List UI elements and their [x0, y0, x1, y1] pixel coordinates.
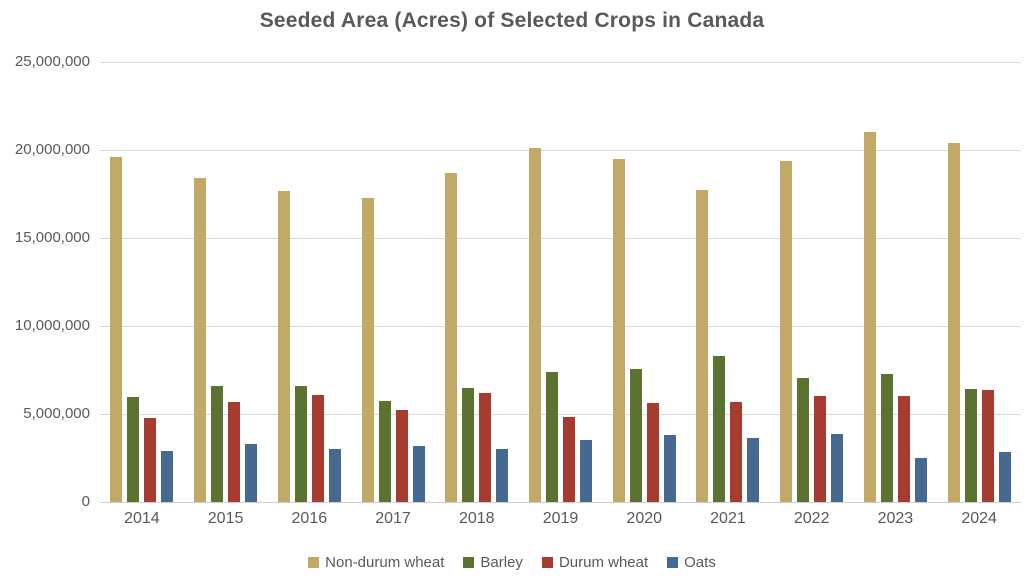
y-tick-label: 10,000,000 — [14, 317, 90, 334]
bar-durum-wheat-2021 — [730, 401, 743, 502]
bar-non-durum-wheat-2024 — [947, 142, 960, 502]
bar-barley-2018 — [462, 388, 475, 502]
bar-non-durum-wheat-2017 — [361, 197, 374, 502]
bar-oats-2019 — [580, 439, 592, 502]
plot-area — [100, 61, 1021, 503]
y-gridline — [100, 237, 1021, 239]
bar-barley-2015 — [211, 385, 224, 502]
legend-item-non-durum-wheat: Non-durum wheat — [308, 554, 444, 571]
bar-durum-wheat-2018 — [479, 392, 492, 502]
bar-oats-2017 — [412, 445, 425, 502]
bar-oats-2023 — [914, 458, 927, 502]
y-axis: 0 5,000,000 10,000,000 15,000,000 20,000,000… — [0, 0, 90, 586]
legend-swatch-icon — [667, 557, 679, 568]
bar-durum-wheat-2016 — [311, 394, 324, 502]
bar-oats-2024 — [998, 451, 1011, 502]
bar-non-durum-wheat-2014 — [110, 157, 123, 502]
bar-barley-2024 — [964, 389, 977, 502]
x-tick-label-2022: 2022 — [793, 510, 830, 527]
x-tick-label-2016: 2016 — [291, 510, 328, 527]
legend-swatch-icon — [308, 557, 320, 568]
bar-durum-wheat-2019 — [563, 416, 575, 502]
y-gridline — [100, 61, 1021, 63]
bar-non-durum-wheat-2019 — [529, 148, 541, 502]
x-tick-label-2018: 2018 — [458, 510, 495, 527]
legend-item-barley: Barley — [463, 554, 523, 571]
bar-non-durum-wheat-2020 — [612, 158, 625, 502]
bar-non-durum-wheat-2016 — [277, 191, 290, 502]
bar-barley-2023 — [880, 373, 893, 502]
y-gridline — [100, 325, 1021, 327]
x-tick-label-2023: 2023 — [877, 510, 914, 527]
bar-oats-2014 — [161, 450, 174, 502]
legend-item-durum-wheat: Durum wheat — [541, 554, 649, 571]
y-tick-label: 0 — [81, 493, 90, 510]
bar-barley-2014 — [127, 397, 140, 502]
x-tick-label-2024: 2024 — [961, 510, 997, 527]
bar-non-durum-wheat-2023 — [863, 132, 876, 502]
y-gridline — [100, 413, 1021, 415]
bar-durum-wheat-2023 — [897, 396, 910, 502]
y-gridline — [100, 149, 1021, 151]
y-tick-label: 25,000,000 — [14, 53, 90, 70]
x-tick-label-2021: 2021 — [710, 510, 746, 527]
chart-title: Seeded Area (Acres) of Selected Crops in… — [259, 9, 765, 32]
y-tick-label: 5,000,000 — [23, 405, 90, 422]
bar-durum-wheat-2014 — [144, 418, 157, 502]
bar-durum-wheat-2024 — [981, 390, 994, 502]
bar-barley-2019 — [546, 371, 558, 502]
bar-non-durum-wheat-2015 — [194, 178, 207, 502]
bar-barley-2022 — [797, 377, 810, 502]
bar-non-durum-wheat-2021 — [696, 190, 709, 502]
x-tick-label-2017: 2017 — [375, 510, 411, 527]
legend-label: Durum wheat — [558, 554, 649, 571]
bar-barley-2016 — [294, 385, 307, 502]
bar-durum-wheat-2017 — [395, 410, 408, 502]
legend-swatch-icon — [463, 557, 475, 568]
legend-swatch-icon — [541, 557, 553, 568]
legend-label: Non-durum wheat — [325, 554, 445, 571]
x-tick-label-2019: 2019 — [542, 510, 579, 527]
x-tick-label-2015: 2015 — [207, 510, 244, 527]
legend-label: Barley — [480, 554, 523, 571]
bar-barley-2021 — [713, 355, 726, 502]
bar-oats-2021 — [747, 437, 760, 502]
bar-oats-2020 — [663, 435, 676, 502]
bar-oats-2022 — [831, 434, 844, 502]
bar-oats-2016 — [328, 449, 341, 502]
legend-item-oats: Oats — [667, 554, 716, 571]
bar-barley-2017 — [378, 400, 391, 502]
legend: Non-durum wheat Barley Durum wheat Oats — [0, 554, 1024, 571]
bar-durum-wheat-2020 — [646, 402, 659, 502]
bar-barley-2020 — [629, 369, 642, 502]
bar-oats-2018 — [496, 449, 509, 502]
bar-durum-wheat-2015 — [228, 401, 241, 502]
y-tick-label: 15,000,000 — [14, 229, 90, 246]
bar-durum-wheat-2022 — [814, 396, 827, 502]
x-tick-label-2020: 2020 — [626, 510, 663, 527]
bar-non-durum-wheat-2018 — [445, 172, 458, 502]
bar-oats-2015 — [245, 443, 258, 502]
x-axis-line — [100, 501, 1021, 503]
legend-label: Oats — [684, 554, 716, 571]
x-tick-label-2014: 2014 — [124, 510, 160, 527]
y-tick-label: 20,000,000 — [14, 141, 90, 158]
bar-non-durum-wheat-2022 — [780, 160, 793, 502]
